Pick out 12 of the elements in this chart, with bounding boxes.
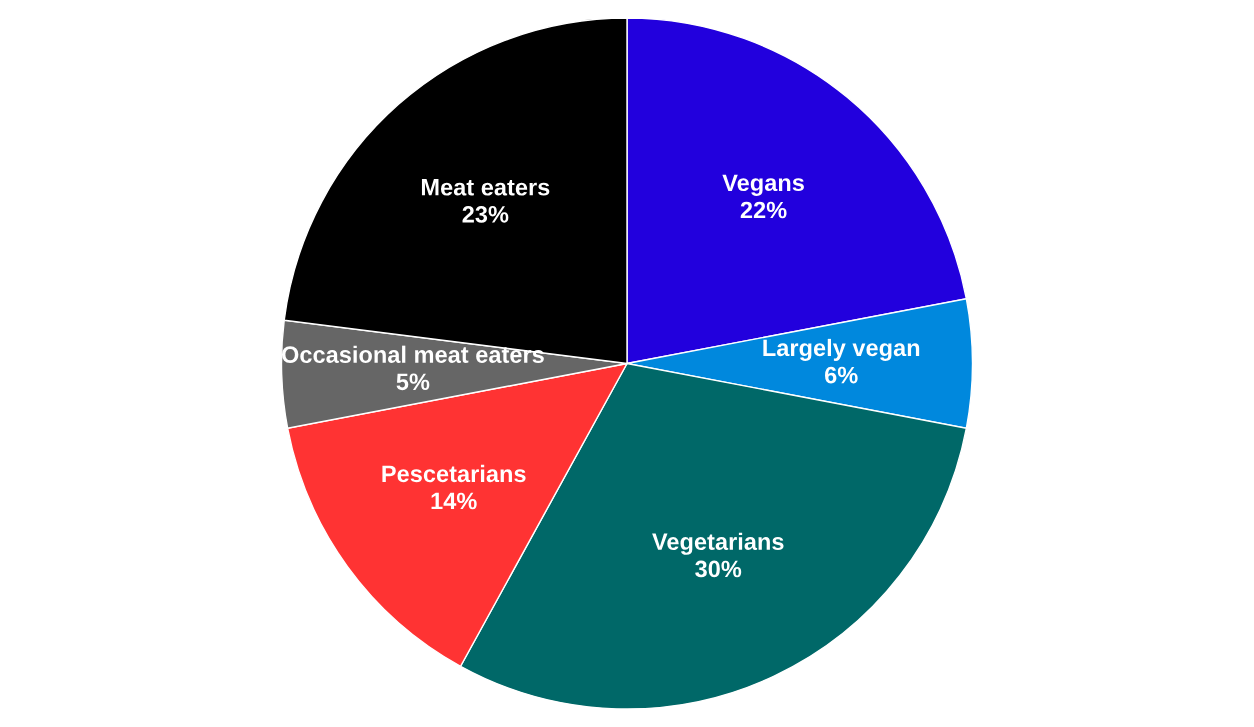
data-label: 30% bbox=[695, 560, 742, 578]
data-label: 6% bbox=[825, 366, 858, 384]
data-label: 22% bbox=[740, 201, 787, 219]
data-label: 5% bbox=[396, 373, 430, 391]
slice-label: Vegans bbox=[722, 174, 804, 196]
slice-label: Meat eaters bbox=[421, 179, 550, 196]
data-label: 14% bbox=[431, 492, 477, 510]
slice-label: Largely vegan bbox=[763, 338, 920, 361]
slice-label: Vegetarians bbox=[652, 532, 784, 555]
slice-label: Pescetarians bbox=[382, 464, 526, 483]
data-label: 23% bbox=[462, 206, 509, 223]
slice-label: Occasional meat eaters bbox=[281, 345, 544, 363]
